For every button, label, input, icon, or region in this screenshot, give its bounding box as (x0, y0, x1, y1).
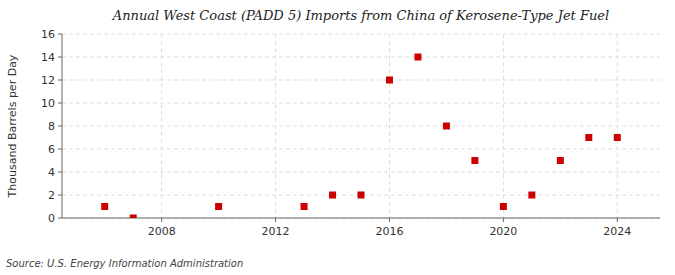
point (329, 192, 336, 199)
point (443, 123, 450, 130)
x-axis-line (62, 218, 660, 219)
point (614, 134, 621, 141)
point (500, 203, 507, 210)
x-grid-line (503, 34, 504, 218)
title: Annual West Coast (PADD 5) Imports from … (112, 8, 609, 23)
y-tick-label: 0 (48, 212, 55, 225)
x-tick (275, 218, 276, 222)
y-grid-line (62, 149, 660, 150)
y-grid-line (62, 80, 660, 81)
x-tick (617, 218, 618, 222)
point (215, 203, 222, 210)
x-tick-label: 2008 (148, 225, 176, 238)
point (414, 54, 421, 61)
point (301, 203, 308, 210)
x-grid-line (275, 34, 276, 218)
point (101, 203, 108, 210)
y-grid-line (62, 218, 660, 219)
y-tick-label: 6 (48, 143, 55, 156)
y-grid-line (62, 34, 660, 35)
x-tick-label: 2020 (489, 225, 517, 238)
y-grid-line (62, 172, 660, 173)
y-tick (58, 103, 62, 104)
x-tick-label: 2016 (375, 225, 403, 238)
y-tick (58, 57, 62, 58)
x-grid-line (617, 34, 618, 218)
point (130, 215, 137, 219)
x-tick (161, 218, 162, 222)
y-tick-label: 16 (41, 28, 55, 41)
point (358, 192, 365, 199)
point (528, 192, 535, 199)
y-tick (58, 195, 62, 196)
y-tick (58, 34, 62, 35)
y-grid-line (62, 57, 660, 58)
points (101, 54, 621, 219)
y-tick-label: 4 (48, 166, 55, 179)
y-tick-label: 14 (41, 51, 55, 64)
y-grid-line (62, 103, 660, 104)
point (386, 77, 393, 84)
x-tick (389, 218, 390, 222)
y-tick-label: 12 (41, 74, 55, 87)
y-grid-line (62, 126, 660, 127)
x-tick-label: 2024 (603, 225, 631, 238)
y-tick (58, 80, 62, 81)
annotation: Source: U.S. Energy Information Administ… (6, 258, 243, 269)
y-tick (58, 172, 62, 173)
y-tick-label: 8 (48, 120, 55, 133)
y-tick-label: 2 (48, 189, 55, 202)
y-tick-label: 10 (41, 97, 55, 110)
point (557, 157, 564, 164)
x-grid-line (161, 34, 162, 218)
point (471, 157, 478, 164)
x-grid-line (389, 34, 390, 218)
x-tick-label: 2012 (262, 225, 290, 238)
y-tick (58, 126, 62, 127)
y-tick (58, 149, 62, 150)
grid (62, 34, 660, 218)
chart: 0 2 4 6 8 10 12 14 16 2008 2012 2016 2020 2024 Annual … (0, 0, 675, 275)
y-tick (58, 218, 62, 219)
x-tick (503, 218, 504, 222)
point (585, 134, 592, 141)
y-axis-label: Thousand Barrels per Day (6, 54, 19, 198)
